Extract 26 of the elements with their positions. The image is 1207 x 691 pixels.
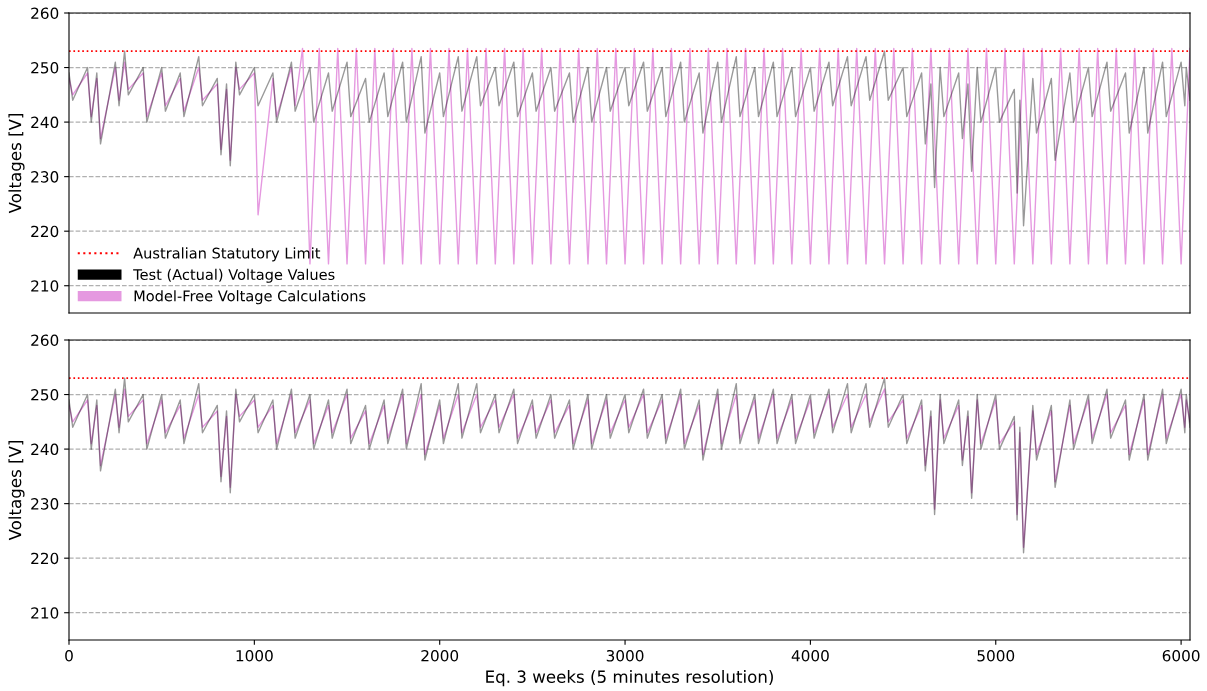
legend-label: Test (Actual) Voltage Values: [133, 268, 335, 283]
x-tick-label: 6000: [1162, 649, 1200, 662]
y-tick-label: 260: [31, 334, 59, 347]
y-tick-label: 230: [31, 171, 59, 183]
y-tick-label: 240: [31, 116, 59, 129]
y-tick-label: 210: [31, 280, 59, 292]
x-tick-label: 5000: [977, 649, 1015, 662]
y-tick-label: 230: [31, 498, 59, 510]
y-tick-label: 250: [31, 389, 59, 401]
y-tick-label: 210: [31, 607, 59, 619]
legend-label: Australian Statutory Limit: [133, 247, 321, 262]
y-axis-title: Voltages [V]: [8, 113, 25, 214]
line-series: [69, 47, 1190, 265]
x-tick-label: 4000: [791, 649, 829, 662]
x-tick-label: 0: [65, 649, 73, 662]
x-tick-label: 3000: [606, 649, 644, 662]
y-tick-label: 250: [31, 62, 59, 74]
y-tick-label: 220: [31, 225, 59, 238]
x-tick-label: 2000: [421, 649, 459, 662]
y-tick-label: 220: [31, 552, 59, 565]
y-axis-title: Voltages [V]: [8, 440, 25, 541]
legend-label: Model-Free Voltage Calculations: [134, 290, 366, 305]
y-tick-label: 260: [31, 7, 59, 20]
x-tick-label: 1000: [236, 649, 273, 662]
y-tick-label: 240: [31, 443, 59, 456]
x-axis-title: Eq. 3 weeks (5 minutes resolution): [486, 670, 773, 687]
